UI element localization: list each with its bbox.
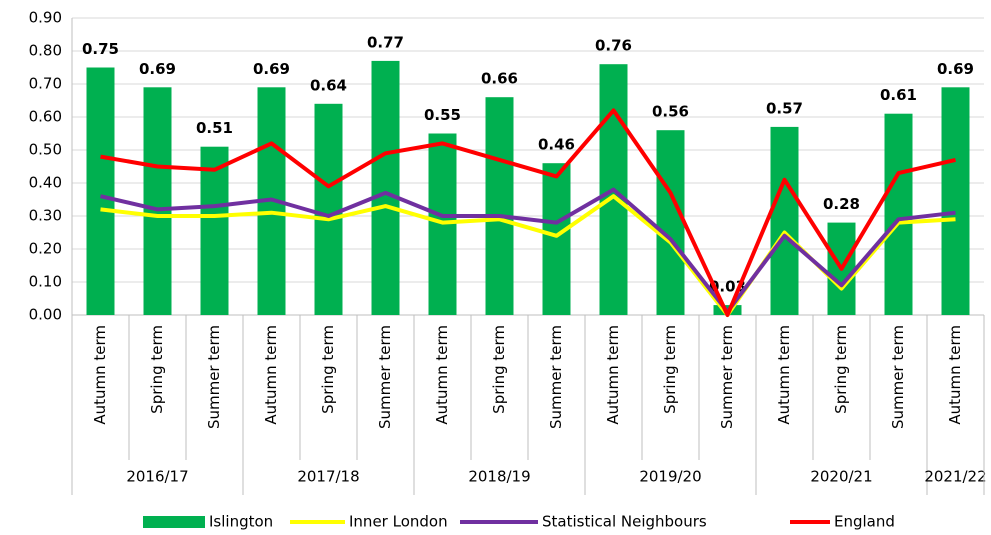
bar xyxy=(485,97,514,315)
data-label: 0.69 xyxy=(139,60,176,78)
x-tick-label: Spring term xyxy=(832,325,850,414)
legend-label: Statistical Neighbours xyxy=(542,513,707,531)
data-label: 0.64 xyxy=(310,76,347,94)
y-tick-label: 0.80 xyxy=(29,42,62,60)
legend-swatch xyxy=(143,516,205,528)
group-label: 2020/21 xyxy=(810,468,872,486)
bar xyxy=(371,60,400,316)
data-label: 0.61 xyxy=(880,86,917,104)
bar xyxy=(143,87,172,315)
bar xyxy=(770,126,799,316)
data-label: 0.56 xyxy=(652,103,689,121)
group-label: 2021/22 xyxy=(924,468,986,486)
x-tick-label: Summer term xyxy=(889,325,907,429)
data-label: 0.69 xyxy=(937,60,974,78)
group-label: 2017/18 xyxy=(297,468,359,486)
bar xyxy=(86,67,115,315)
bar xyxy=(200,146,229,315)
data-label: 0.77 xyxy=(367,33,404,51)
x-tick-label: Summer term xyxy=(718,325,736,429)
x-tick-label: Spring term xyxy=(661,325,679,414)
bar xyxy=(656,130,685,315)
bar xyxy=(884,113,913,315)
y-tick-label: 0.50 xyxy=(29,141,62,159)
x-tick-label: Spring term xyxy=(148,325,166,414)
data-label: 0.51 xyxy=(196,119,233,137)
y-tick-label: 0.20 xyxy=(29,240,62,258)
data-label: 0.69 xyxy=(253,60,290,78)
x-tick-label: Autumn term xyxy=(604,325,622,425)
legend-label: England xyxy=(834,513,895,531)
y-tick-label: 0.30 xyxy=(29,207,62,225)
group-label: 2016/17 xyxy=(126,468,188,486)
x-tick-label: Autumn term xyxy=(91,325,109,425)
y-tick-label: 0.60 xyxy=(29,108,62,126)
bar xyxy=(314,103,343,315)
x-tick-label: Autumn term xyxy=(433,325,451,425)
y-tick-label: 0.90 xyxy=(29,9,62,27)
line xyxy=(100,108,956,317)
y-tick-label: 0.70 xyxy=(29,75,62,93)
group-label: 2018/19 xyxy=(468,468,530,486)
x-tick-label: Summer term xyxy=(376,325,394,429)
y-tick-label: 0.00 xyxy=(29,306,62,324)
x-tick-label: Spring term xyxy=(319,325,337,414)
x-tick-label: Summer term xyxy=(205,325,223,429)
group-label: 2019/20 xyxy=(639,468,701,486)
y-tick-label: 0.40 xyxy=(29,174,62,192)
legend-label: Islington xyxy=(209,513,273,531)
x-tick-label: Autumn term xyxy=(262,325,280,425)
data-label: 0.46 xyxy=(538,136,575,154)
data-label: 0.75 xyxy=(82,40,119,58)
x-tick-label: Autumn term xyxy=(775,325,793,425)
y-tick-label: 0.10 xyxy=(29,273,62,291)
bar xyxy=(941,87,970,315)
data-label: 0.66 xyxy=(481,70,518,88)
line xyxy=(100,194,956,317)
x-tick-label: Summer term xyxy=(547,325,565,429)
data-label: 0.55 xyxy=(424,106,461,124)
bar xyxy=(542,163,571,315)
legend-label: Inner London xyxy=(349,513,448,531)
line xyxy=(100,187,956,314)
x-tick-label: Autumn term xyxy=(946,325,964,425)
data-label: 0.28 xyxy=(823,195,860,213)
data-label: 0.76 xyxy=(595,37,632,55)
data-label: 0.57 xyxy=(766,99,803,117)
x-tick-label: Spring term xyxy=(490,325,508,414)
